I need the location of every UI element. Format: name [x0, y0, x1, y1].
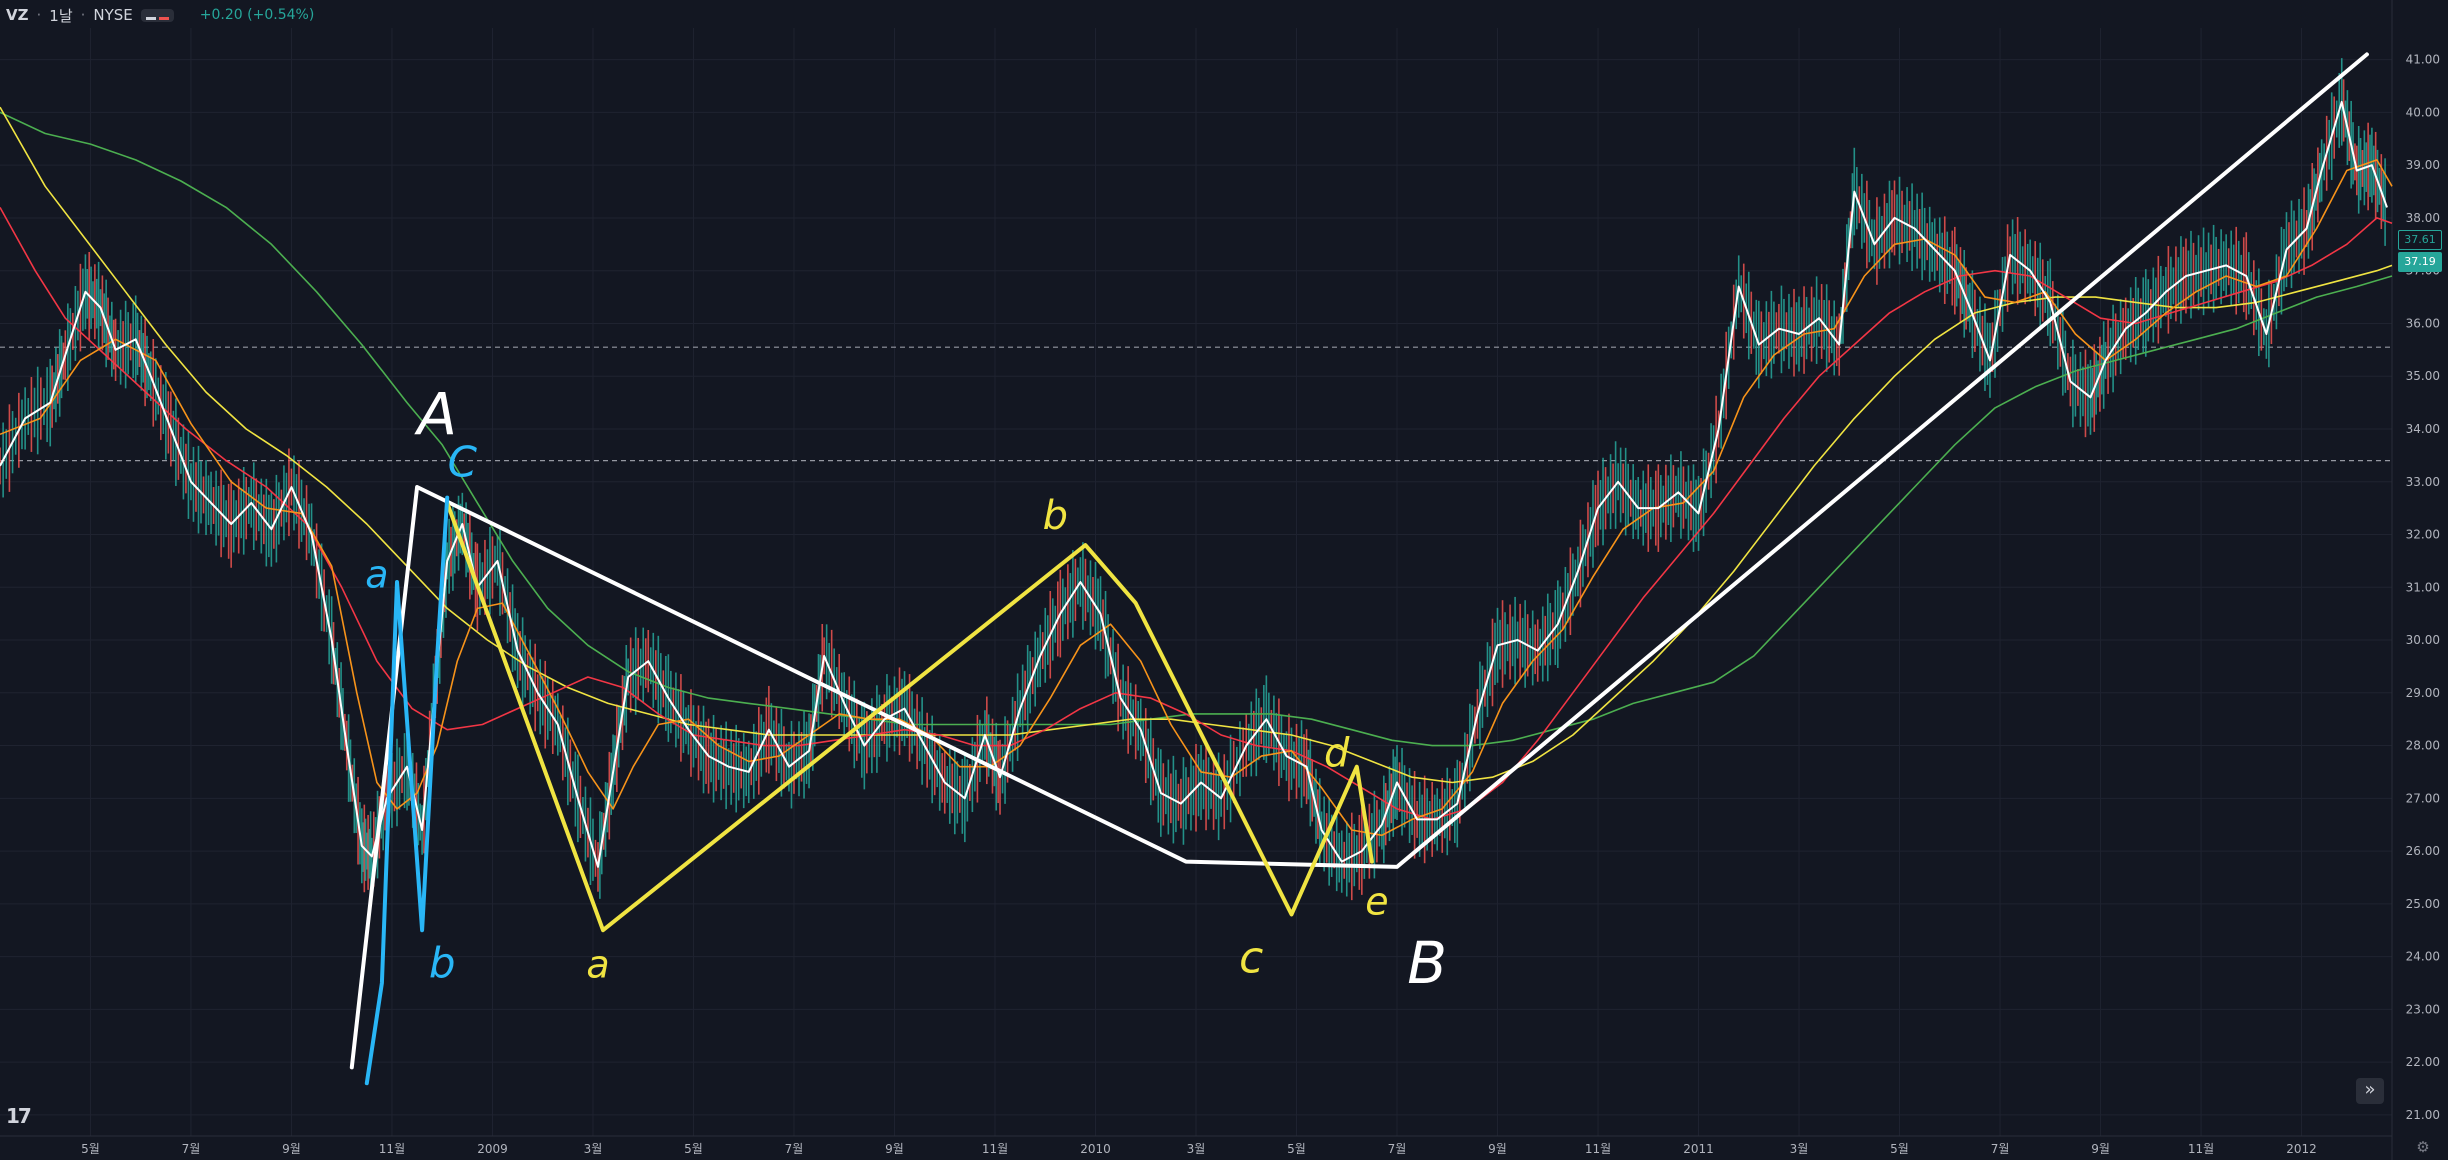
chart-legend: VZ · 1날 · NYSE +0.20 (+0.54%)	[6, 4, 314, 26]
wave-label: b	[429, 939, 456, 988]
y-axis-tick-label: 23.00	[2406, 1002, 2440, 1016]
wave-label: A	[413, 380, 457, 448]
x-axis-tick-label: 2011	[1683, 1142, 1714, 1156]
series-line-0	[0, 100, 2388, 868]
legend-interval[interactable]: 1날	[49, 6, 73, 25]
x-axis-tick-label: 9월	[1488, 1142, 1507, 1156]
wave-label: a	[586, 943, 609, 987]
x-axis-tick-label: 11월	[1585, 1142, 1611, 1156]
y-axis-tick-label: 28.00	[2406, 739, 2440, 753]
y-axis-tick-label: 34.00	[2406, 422, 2440, 436]
legend-exchange: NYSE	[93, 6, 133, 24]
legend-symbol[interactable]: VZ	[6, 6, 29, 24]
x-axis-tick-label: 5월	[1890, 1142, 1909, 1156]
x-axis-tick-label: 5월	[1287, 1142, 1306, 1156]
x-axis-tick-label: 7월	[182, 1142, 201, 1156]
y-axis-tick-label: 26.00	[2406, 844, 2440, 858]
x-axis-tick-label: 2010	[1080, 1142, 1111, 1156]
x-axis-tick-label: 2009	[477, 1142, 508, 1156]
x-axis-tick-label: 5월	[684, 1142, 703, 1156]
wave-label: c	[1239, 932, 1263, 983]
x-axis-tick-label: 9월	[2091, 1142, 2110, 1156]
series-line-2	[0, 207, 2393, 821]
legend-separator-2: ·	[80, 6, 86, 24]
tradingview-logo: 17	[6, 1104, 32, 1128]
y-axis-tick-label: 39.00	[2406, 158, 2440, 172]
x-axis-tick-label: 11월	[379, 1142, 405, 1156]
y-axis-tick-label: 36.00	[2406, 316, 2440, 330]
drawing-white-trendline	[349, 52, 2369, 1070]
x-axis-tick-label: 5월	[81, 1142, 100, 1156]
x-axis-tick-label: 3월	[1790, 1142, 1809, 1156]
drawing-blue-wave	[364, 495, 450, 1086]
scroll-to-realtime-button[interactable]: »	[2356, 1078, 2384, 1104]
x-axis-tick-label: 2012	[2286, 1142, 2317, 1156]
wave-label: a	[365, 552, 388, 596]
legend-visibility-toggle[interactable]	[140, 8, 174, 22]
x-axis-tick-label: 9월	[282, 1142, 301, 1156]
y-axis-tick-label: 31.00	[2406, 580, 2440, 594]
y-axis-tick-label: 21.00	[2406, 1108, 2440, 1122]
x-axis-tick-label: 11월	[2188, 1142, 2214, 1156]
x-axis-tick-label: 7월	[1388, 1142, 1407, 1156]
last-price-tag: 37.61	[2398, 229, 2442, 250]
y-axis-tick-label: 38.00	[2406, 211, 2440, 225]
y-axis-tick-label: 27.00	[2406, 791, 2440, 805]
x-axis-tick-label: 7월	[785, 1142, 804, 1156]
legend-separator: ·	[36, 6, 42, 24]
wave-label: e	[1365, 879, 1388, 923]
x-axis-tick-label: 11월	[982, 1142, 1008, 1156]
x-axis-tick-label: 3월	[1187, 1142, 1206, 1156]
y-axis-tick-label: 33.00	[2406, 475, 2440, 489]
wave-label: C	[448, 437, 478, 486]
y-axis-tick-label: 32.00	[2406, 528, 2440, 542]
wave-label: b	[1043, 493, 1068, 539]
wave-label: B	[1407, 929, 1447, 997]
x-axis-tick-label: 9월	[885, 1142, 904, 1156]
y-axis-tick-label: 24.00	[2406, 950, 2440, 964]
current-price-tag: 37.19	[2398, 251, 2442, 272]
legend-change: +0.20 (+0.54%)	[199, 7, 315, 23]
y-axis-tick-label: 41.00	[2406, 53, 2440, 67]
x-axis-tick-label: 3월	[584, 1142, 603, 1156]
settings-icon[interactable]: ⚙	[2416, 1138, 2430, 1156]
y-axis-tick-label: 25.00	[2406, 897, 2440, 911]
y-axis-tick-label: 22.00	[2406, 1055, 2440, 1069]
drawing-yellow-wave	[445, 500, 1374, 933]
y-axis-tick-label: 35.00	[2406, 369, 2440, 383]
y-axis-tick-label: 40.00	[2406, 105, 2440, 119]
x-axis-tick-label: 7월	[1991, 1142, 2010, 1156]
wave-label: d	[1324, 731, 1350, 777]
y-axis-tick-label: 30.00	[2406, 633, 2440, 647]
series-line-4	[0, 111, 2393, 747]
y-axis-tick-label: 29.00	[2406, 686, 2440, 700]
